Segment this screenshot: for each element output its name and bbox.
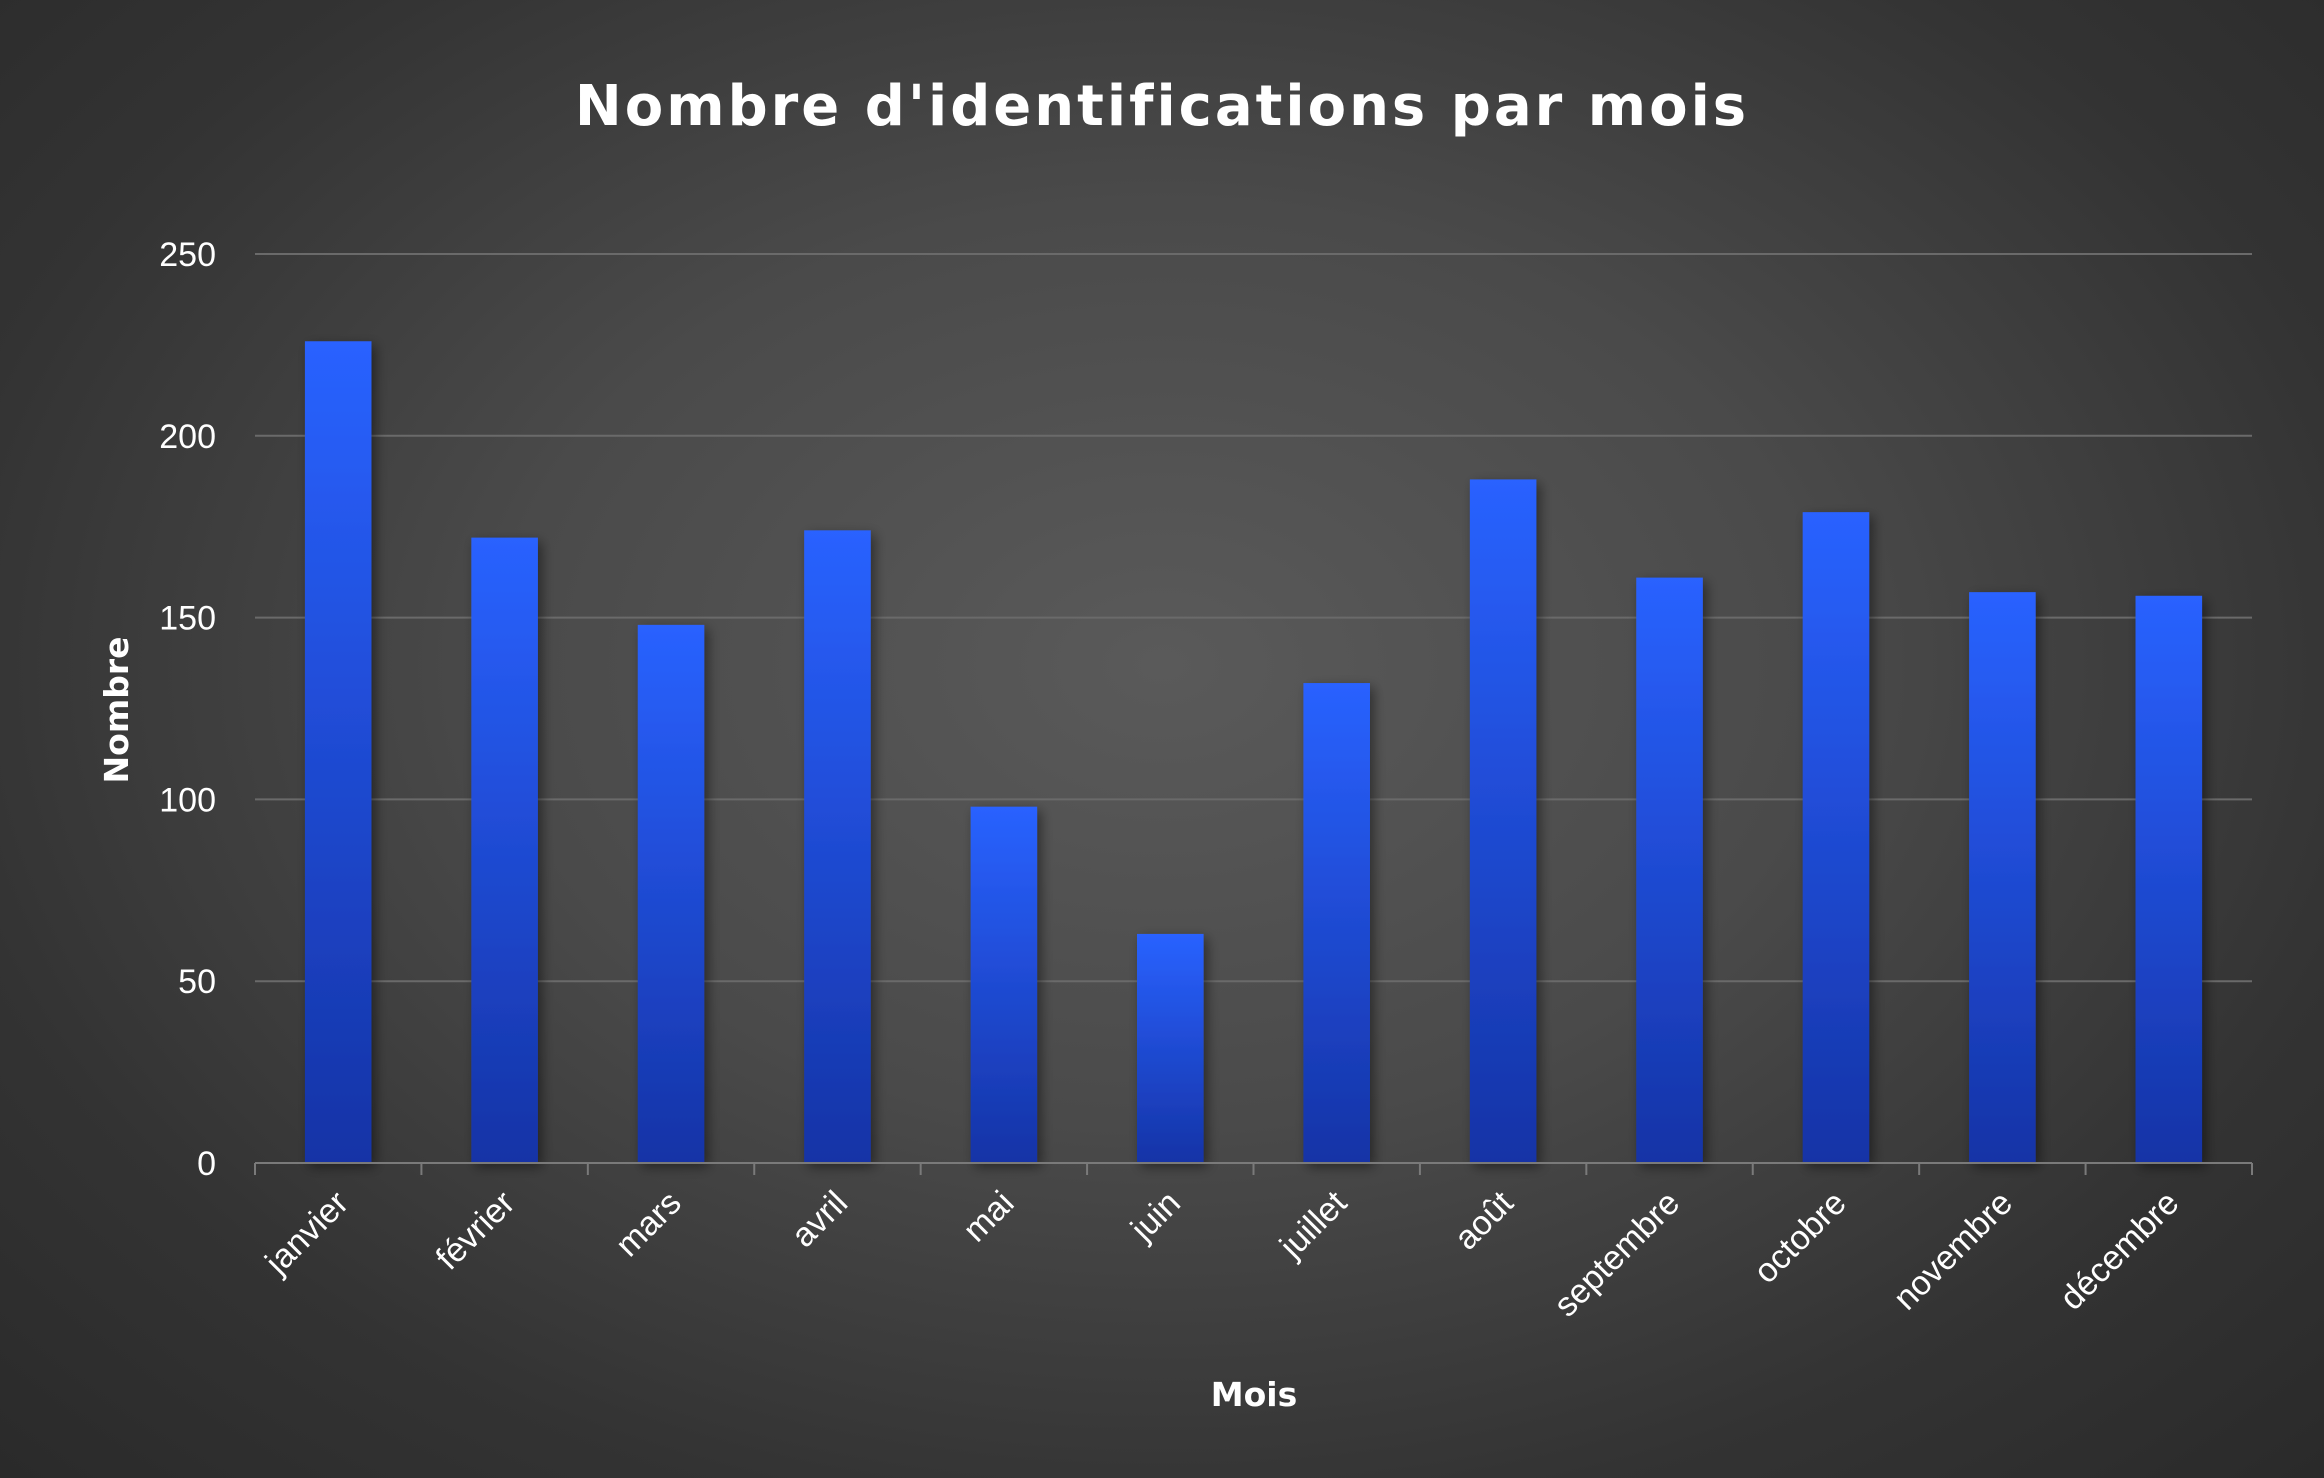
bar-août (1469, 479, 1537, 1163)
bar-janvier (304, 341, 372, 1163)
x-axis (254, 1162, 2253, 1175)
y-tick-label: 0 (197, 1145, 216, 1183)
x-tick-label: juillet (1272, 1183, 1355, 1266)
x-tick-label: décembre (2053, 1184, 2187, 1318)
bar-novembre (1969, 592, 2036, 1163)
bar-juin (1137, 933, 1204, 1163)
bar-septembre (1636, 577, 1703, 1163)
y-axis-title: Nombre (97, 637, 136, 784)
x-tick-label: septembre (1547, 1184, 1687, 1324)
x-tick-label: mars (608, 1184, 688, 1264)
bar-février (471, 537, 538, 1163)
x-tick-label: avril (784, 1184, 855, 1255)
x-tick-label: août (1447, 1183, 1521, 1257)
x-axis-title: Mois (1211, 1375, 1297, 1414)
y-tick-label: 250 (159, 236, 216, 274)
x-tick-label: octobre (1747, 1184, 1854, 1291)
x-axis-ticks: janvier février mars avril mai juin juillet aoû… (257, 1183, 2186, 1324)
y-tick-label: 150 (159, 600, 216, 638)
bar-juillet (1303, 683, 1370, 1163)
x-tick-label: mai (956, 1184, 1022, 1250)
x-tick-label: novembre (1886, 1184, 2020, 1318)
y-tick-label: 50 (178, 963, 216, 1001)
bar-mars (637, 624, 705, 1163)
y-tick-label: 200 (159, 418, 216, 456)
gridlines (255, 253, 2252, 983)
y-axis-ticks: 0 50 100 150 200 250 (159, 236, 216, 1183)
bar-avril (804, 530, 871, 1163)
chart-title: Nombre d'identifications par mois (575, 74, 1749, 139)
bar-mai (970, 806, 1038, 1163)
bar-octobre (1802, 512, 1870, 1163)
y-tick-label: 100 (159, 781, 216, 819)
bar-series (304, 341, 2203, 1163)
x-tick-label: juin (1123, 1184, 1188, 1249)
x-tick-label: janvier (257, 1184, 355, 1282)
x-tick-label: février (429, 1184, 523, 1278)
bar-décembre (2135, 595, 2203, 1163)
